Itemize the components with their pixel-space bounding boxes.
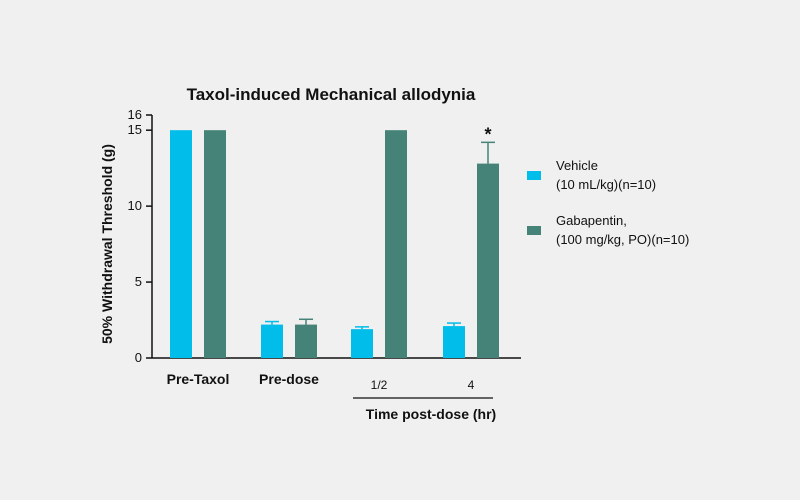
legend-swatch: [527, 226, 541, 235]
x-tick-label: 1/2: [371, 378, 388, 392]
bar-gabapentin-2: [385, 130, 407, 358]
y-axis-label: 50% Withdrawal Threshold (g): [99, 144, 115, 344]
x-tick-label: 4: [468, 378, 475, 392]
bar-gabapentin-0: [204, 130, 226, 358]
legend: Vehicle (10 mL/kg)(n=10) Gabapentin, (100 m…: [527, 158, 689, 247]
x-axis-label: Time post-dose (hr): [366, 406, 496, 422]
y-tick-label: 5: [135, 274, 142, 289]
chart-title: Taxol-induced Mechanical allodynia: [187, 85, 476, 104]
y-tick-label: 16: [128, 107, 142, 122]
legend-swatch: [527, 171, 541, 180]
x-tick-label: Pre-Taxol: [167, 371, 230, 387]
y-tick-label: 10: [128, 198, 142, 213]
bar-vehicle-2: [351, 329, 373, 358]
legend-label: Vehicle (10 mL/kg)(n=10): [556, 158, 656, 192]
significance-asterisk: *: [484, 124, 491, 144]
x-tick-label: Pre-dose: [259, 371, 319, 387]
y-tick-label: 0: [135, 350, 142, 365]
bar-vehicle-3: [443, 326, 465, 358]
legend-label: Gabapentin, (100 mg/kg, PO)(n=10): [556, 213, 689, 247]
bar-vehicle-0: [170, 130, 192, 358]
bars: Pre-Taxol Pre-dose 1/2 4 *: [167, 124, 499, 392]
y-tick-label: 15: [128, 122, 142, 137]
bar-vehicle-1: [261, 324, 283, 358]
bar-gabapentin-3: [477, 163, 499, 358]
bar-gabapentin-1: [295, 324, 317, 358]
